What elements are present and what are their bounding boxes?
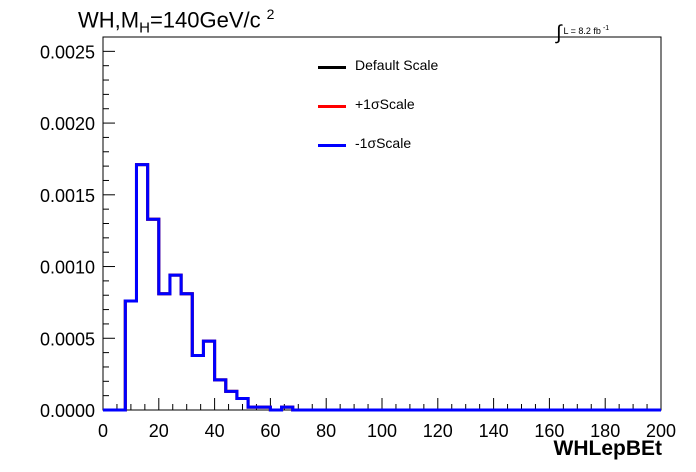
y-tick-label: 0.0005 xyxy=(40,329,95,349)
x-tick-label: 140 xyxy=(479,421,509,441)
title-subscript: H xyxy=(139,19,150,37)
y-tick-label: 0.0015 xyxy=(40,186,95,206)
x-tick-label: 200 xyxy=(646,421,676,441)
legend-label-plus1sigma: +1σScale xyxy=(355,96,415,112)
luminosity-text: L = 8.2 fb xyxy=(563,26,601,36)
legend-swatch-minus1sigma xyxy=(318,144,346,147)
y-tick-label: 0.0000 xyxy=(40,401,95,421)
legend-label-default: Default Scale xyxy=(355,57,439,73)
title-superscript: 2 xyxy=(266,6,275,22)
chart-title: WH,MH=140GeV/c 2 xyxy=(78,6,274,37)
y-tick-label: 0.0010 xyxy=(40,258,95,278)
series-default-scale xyxy=(103,163,661,412)
x-tick-label: 160 xyxy=(534,421,564,441)
x-tick-label: 20 xyxy=(149,421,169,441)
title-main: WH,M xyxy=(78,7,140,33)
title-rest: =140GeV/c xyxy=(149,7,261,33)
luminosity-unit-superscript: -1 xyxy=(602,25,610,32)
luminosity-label: ∫ L = 8.2 fb -1 xyxy=(556,17,610,44)
series-plus1sigma-scale xyxy=(103,163,661,412)
legend-swatch-default xyxy=(318,66,346,69)
x-tick-label: 180 xyxy=(590,421,620,441)
x-tick-label: 60 xyxy=(260,421,280,441)
integral-sign-icon: ∫ xyxy=(556,22,562,44)
x-axis-label: WHLepBEt xyxy=(553,437,663,460)
y-tick-label: 0.0025 xyxy=(40,42,95,62)
legend-label-minus1sigma: -1σScale xyxy=(355,135,412,151)
plot-frame xyxy=(102,36,662,411)
x-tick-label: 80 xyxy=(316,421,336,441)
x-tick-label: 100 xyxy=(367,421,397,441)
y-tick-label: 0.0020 xyxy=(40,114,95,134)
x-tick-label: 40 xyxy=(205,421,225,441)
x-tick-label: 120 xyxy=(423,421,453,441)
x-tick-label: 0 xyxy=(98,421,108,441)
legend-swatch-plus1sigma xyxy=(318,105,346,108)
series-minus1sigma-scale xyxy=(103,163,661,412)
